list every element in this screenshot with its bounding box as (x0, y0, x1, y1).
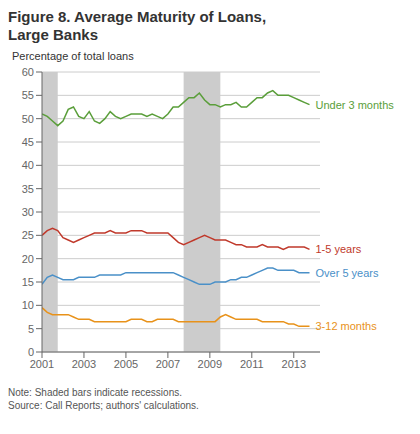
svg-text:40: 40 (22, 159, 34, 171)
html-text:Percentage of total loans: Percentage of total loans (12, 50, 134, 62)
svg-text:15: 15 (22, 276, 34, 288)
svg-text:45: 45 (22, 136, 34, 148)
svg-text:2013: 2013 (282, 358, 306, 370)
svg-text:60: 60 (22, 66, 34, 78)
svg-text:2005: 2005 (114, 358, 138, 370)
html-text:Large Banks: Large Banks (8, 26, 98, 43)
svg-text:2003: 2003 (72, 358, 96, 370)
svg-text:3-12 months: 3-12 months (316, 320, 378, 332)
svg-text:25: 25 (22, 229, 34, 241)
svg-text:55: 55 (22, 89, 34, 101)
svg-text:2011: 2011 (240, 358, 264, 370)
html-text:Note: Shaded bars indicate rec: Note: Shaded bars indicate recessions. (8, 387, 182, 398)
svg-text:2001: 2001 (30, 358, 54, 370)
svg-text:0: 0 (28, 346, 34, 358)
svg-text:5: 5 (28, 323, 34, 335)
html-text:Figure 8. Average Maturity of: Figure 8. Average Maturity of Loans, (8, 8, 267, 25)
svg-text:10: 10 (22, 299, 34, 311)
svg-text:2009: 2009 (198, 358, 222, 370)
svg-text:1-5 years: 1-5 years (316, 243, 362, 255)
svg-text:20: 20 (22, 253, 34, 265)
svg-text:30: 30 (22, 206, 34, 218)
svg-text:50: 50 (22, 113, 34, 125)
svg-text:Under 3 months: Under 3 months (316, 99, 395, 111)
svg-text:35: 35 (22, 183, 34, 195)
svg-text:Over 5 years: Over 5 years (316, 267, 379, 279)
svg-text:2007: 2007 (156, 358, 180, 370)
html-text:Source: Call Reports; authors': Source: Call Reports; authors' calculati… (8, 400, 199, 411)
